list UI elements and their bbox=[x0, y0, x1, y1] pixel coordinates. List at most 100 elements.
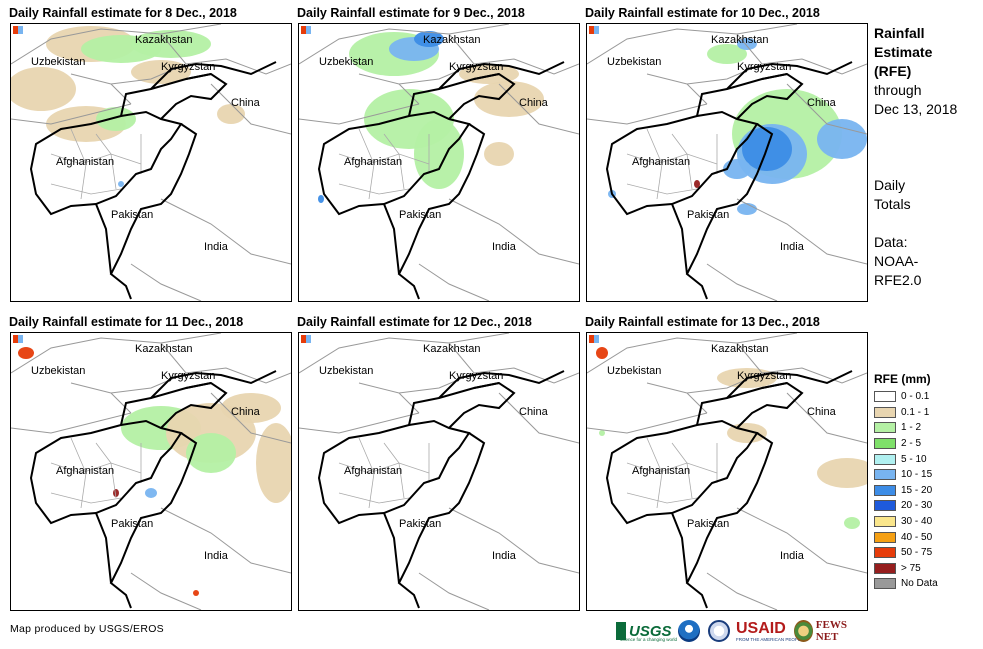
legend-item: > 75 bbox=[874, 561, 938, 577]
legend-item: 30 - 40 bbox=[874, 514, 938, 530]
country-label: Uzbekistan bbox=[319, 56, 374, 68]
legend-label: 50 - 75 bbox=[901, 547, 933, 559]
country-label: Kazakhstan bbox=[711, 343, 769, 355]
country-label: Kyrgyzstan bbox=[449, 61, 504, 73]
country-label: China bbox=[231, 406, 260, 418]
legend-item: 1 - 2 bbox=[874, 420, 938, 436]
legend-title: RFE (mm) bbox=[874, 372, 931, 386]
legend-label: 2 - 5 bbox=[901, 438, 922, 450]
legend-item: 2 - 5 bbox=[874, 436, 938, 452]
legend-swatch bbox=[874, 531, 896, 543]
legend-item: 0.1 - 1 bbox=[874, 405, 938, 421]
legend-label: 40 - 50 bbox=[901, 531, 933, 543]
legend-label: 10 - 15 bbox=[901, 469, 933, 481]
usgs-logo: USGS science for a changing world bbox=[616, 618, 678, 644]
panel-title: Daily Rainfall estimate for 11 Dec., 201… bbox=[9, 315, 244, 329]
usaid-logo: USAID FROM THE AMERICAN PEOPLE bbox=[736, 619, 804, 642]
panel-map: Kazakhstan Uzbekistan Kyrgyzstan China Afgha… bbox=[586, 332, 868, 611]
country-label: Uzbekistan bbox=[607, 365, 662, 377]
panel-map: Kazakhstan Uzbekistan Kyrgyzstan China Afgha… bbox=[586, 23, 868, 302]
corner-marker bbox=[589, 335, 599, 343]
country-label: Pakistan bbox=[687, 518, 730, 530]
legend-swatch bbox=[874, 469, 896, 481]
through-line-1: through bbox=[874, 82, 922, 98]
corner-marker bbox=[301, 335, 311, 343]
heading-line-1: Rainfall bbox=[874, 25, 925, 41]
source-line-3: RFE2.0 bbox=[874, 272, 922, 288]
legend-label: 20 - 30 bbox=[901, 500, 933, 512]
source-line-1: Data: bbox=[874, 234, 908, 250]
legend-item: No Data bbox=[874, 576, 938, 592]
panel-title: Daily Rainfall estimate for 8 Dec., 2018 bbox=[9, 6, 237, 20]
legend-swatch bbox=[874, 453, 896, 465]
country-label: Afghanistan bbox=[632, 156, 691, 168]
through-date: Dec 13, 2018 bbox=[874, 101, 958, 117]
country-label: Uzbekistan bbox=[607, 56, 662, 68]
legend-swatch bbox=[874, 500, 896, 512]
country-label: Kyrgyzstan bbox=[737, 61, 792, 73]
country-label: India bbox=[780, 550, 804, 562]
country-label: India bbox=[204, 241, 228, 253]
country-label: Uzbekistan bbox=[319, 365, 374, 377]
country-label: Kyrgyzstan bbox=[161, 61, 216, 73]
totals-line-2: Totals bbox=[874, 196, 911, 212]
country-label: Kyrgyzstan bbox=[737, 370, 792, 382]
country-label: Pakistan bbox=[687, 209, 730, 221]
legend-swatch bbox=[874, 438, 896, 450]
legend-item: 20 - 30 bbox=[874, 498, 938, 514]
country-label: China bbox=[519, 97, 548, 109]
legend: RFE (mm) 0 - 0.1 0.1 - 1 1 - 2 2 - 5 5 - 10 1… bbox=[874, 372, 938, 592]
panel-title: Daily Rainfall estimate for 9 Dec., 2018 bbox=[297, 6, 525, 20]
corner-marker bbox=[13, 335, 23, 343]
legend-item: 50 - 75 bbox=[874, 545, 938, 561]
country-label: Kyrgyzstan bbox=[161, 370, 216, 382]
legend-item: 0 - 0.1 bbox=[874, 389, 938, 405]
legend-label: > 75 bbox=[901, 562, 921, 574]
legend-swatch bbox=[874, 547, 896, 559]
rainfall-panel-6: Daily Rainfall estimate for 13 Dec., 201… bbox=[585, 315, 868, 611]
panel-title: Daily Rainfall estimate for 13 Dec., 201… bbox=[585, 315, 820, 329]
heading-line-2: Estimate bbox=[874, 44, 933, 60]
country-label: India bbox=[780, 241, 804, 253]
panel-map: Kazakhstan Uzbekistan Kyrgyzstan China Afgha… bbox=[10, 332, 292, 611]
corner-marker bbox=[301, 26, 311, 34]
country-label: Uzbekistan bbox=[31, 56, 86, 68]
country-label: Kazakhstan bbox=[135, 343, 193, 355]
panel-title: Daily Rainfall estimate for 10 Dec., 201… bbox=[585, 6, 820, 20]
map-annotation: Rainfall Estimate (RFE) through Dec 13, … bbox=[874, 24, 979, 290]
legend-label: No Data bbox=[901, 578, 938, 590]
rainfall-panel-3: Daily Rainfall estimate for 10 Dec., 201… bbox=[585, 6, 868, 302]
country-label: Afghanistan bbox=[56, 156, 115, 168]
rainfall-panel-5: Daily Rainfall estimate for 12 Dec., 201… bbox=[297, 315, 580, 611]
logo-strip: USGS science for a changing world USAID … bbox=[616, 618, 864, 644]
state-dept-logo bbox=[708, 618, 734, 644]
country-label: Kazakhstan bbox=[711, 34, 769, 46]
country-label: China bbox=[807, 97, 836, 109]
rainfall-panel-4: Daily Rainfall estimate for 11 Dec., 201… bbox=[9, 315, 292, 611]
rainfall-panel-2: Daily Rainfall estimate for 9 Dec., 2018… bbox=[297, 6, 580, 302]
country-label: Pakistan bbox=[399, 209, 442, 221]
country-label: China bbox=[807, 406, 836, 418]
legend-swatch bbox=[874, 578, 896, 590]
legend-item: 10 - 15 bbox=[874, 467, 938, 483]
country-label: India bbox=[492, 241, 516, 253]
legend-label: 0.1 - 1 bbox=[901, 406, 930, 418]
country-label: Pakistan bbox=[399, 518, 442, 530]
legend-item: 40 - 50 bbox=[874, 529, 938, 545]
country-label: Kazakhstan bbox=[423, 34, 481, 46]
source-line-2: NOAA- bbox=[874, 253, 919, 269]
legend-swatch bbox=[874, 562, 896, 574]
panel-map: Kazakhstan Uzbekistan Kyrgyzstan China Afgha… bbox=[298, 23, 580, 302]
legend-swatch bbox=[874, 422, 896, 434]
country-label: India bbox=[204, 550, 228, 562]
noaa-logo bbox=[678, 618, 706, 644]
heading-line-3: (RFE) bbox=[874, 63, 912, 79]
country-label: Afghanistan bbox=[632, 465, 691, 477]
legend-swatch bbox=[874, 391, 896, 403]
legend-label: 5 - 10 bbox=[901, 453, 927, 465]
fews-net-logo: FEWS NET bbox=[794, 618, 864, 644]
rainfall-panel-1: Daily Rainfall estimate for 8 Dec., 2018… bbox=[9, 6, 292, 302]
country-label: Kazakhstan bbox=[135, 34, 193, 46]
legend-swatch bbox=[874, 484, 896, 496]
country-label: Kyrgyzstan bbox=[449, 370, 504, 382]
